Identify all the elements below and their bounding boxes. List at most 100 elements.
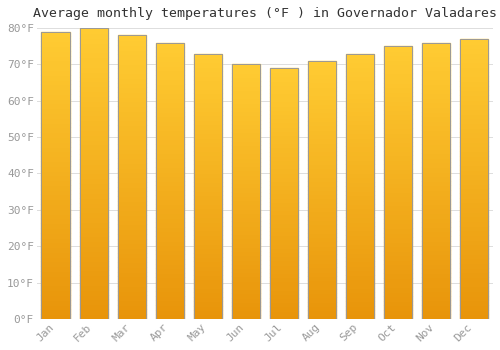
Bar	[460, 142, 488, 146]
Bar	[460, 44, 488, 48]
Bar	[80, 106, 108, 111]
Bar	[270, 164, 298, 168]
Bar	[422, 112, 450, 116]
Bar	[232, 209, 260, 213]
Bar	[42, 89, 70, 94]
Bar	[42, 32, 70, 319]
Bar	[460, 81, 488, 86]
Bar	[384, 219, 412, 223]
Bar	[384, 287, 412, 292]
Bar	[80, 251, 108, 256]
Bar	[80, 285, 108, 290]
Bar	[308, 302, 336, 306]
Bar	[194, 116, 222, 120]
Bar	[422, 190, 450, 195]
Bar	[346, 173, 374, 177]
Bar	[194, 67, 222, 71]
Bar	[308, 229, 336, 233]
Bar	[232, 306, 260, 310]
Bar	[384, 246, 412, 251]
Bar	[80, 140, 108, 145]
Bar	[118, 83, 146, 87]
Bar	[80, 91, 108, 96]
Bar	[194, 314, 222, 319]
Bar	[308, 306, 336, 310]
Bar	[118, 134, 146, 139]
Bar	[42, 147, 70, 151]
Bar	[270, 106, 298, 110]
Bar	[384, 51, 412, 55]
Bar	[194, 54, 222, 58]
Bar	[232, 255, 260, 259]
Bar	[194, 146, 222, 151]
Bar	[308, 298, 336, 302]
Bar	[346, 261, 374, 266]
Bar	[270, 231, 298, 235]
Bar	[346, 76, 374, 80]
Bar	[118, 177, 146, 182]
Bar	[118, 158, 146, 163]
Bar	[118, 300, 146, 305]
Bar	[384, 205, 412, 210]
Bar	[42, 79, 70, 84]
Bar	[308, 198, 336, 203]
Bar	[232, 187, 260, 192]
Bar	[346, 116, 374, 120]
Bar	[460, 118, 488, 123]
Bar	[422, 245, 450, 250]
Bar	[232, 64, 260, 319]
Bar	[346, 199, 374, 204]
Bar	[80, 33, 108, 38]
Bar	[80, 183, 108, 188]
Bar	[346, 120, 374, 124]
Bar	[308, 272, 336, 276]
Bar	[80, 280, 108, 285]
Bar	[346, 124, 374, 129]
Bar	[384, 55, 412, 60]
Bar	[194, 244, 222, 248]
Bar	[460, 128, 488, 132]
Bar	[308, 61, 336, 65]
Bar	[80, 275, 108, 280]
Bar	[384, 296, 412, 301]
Bar	[422, 314, 450, 319]
Bar	[194, 120, 222, 124]
Bar	[384, 78, 412, 83]
Bar	[156, 139, 184, 144]
Bar	[384, 178, 412, 183]
Bar	[346, 177, 374, 182]
Bar	[156, 268, 184, 273]
Bar	[422, 291, 450, 296]
Bar	[194, 266, 222, 270]
Bar	[80, 115, 108, 120]
Bar	[308, 259, 336, 263]
Bar	[232, 77, 260, 81]
Bar	[384, 119, 412, 124]
Bar	[384, 164, 412, 169]
Bar	[384, 255, 412, 260]
Bar	[308, 241, 336, 246]
Bar	[346, 71, 374, 76]
Bar	[308, 186, 336, 190]
Bar	[270, 160, 298, 164]
Bar	[422, 167, 450, 172]
Bar	[308, 117, 336, 121]
Bar	[232, 196, 260, 200]
Bar	[232, 276, 260, 281]
Bar	[232, 107, 260, 111]
Bar	[384, 110, 412, 114]
Bar	[232, 81, 260, 86]
Bar	[80, 227, 108, 232]
Bar	[422, 199, 450, 204]
Bar	[384, 174, 412, 178]
Bar	[156, 259, 184, 264]
Bar	[118, 78, 146, 83]
Bar	[422, 153, 450, 158]
Bar	[270, 286, 298, 289]
Bar	[270, 156, 298, 160]
Bar	[422, 43, 450, 319]
Bar	[80, 38, 108, 43]
Bar	[118, 45, 146, 49]
Bar	[194, 133, 222, 138]
Bar	[422, 176, 450, 181]
